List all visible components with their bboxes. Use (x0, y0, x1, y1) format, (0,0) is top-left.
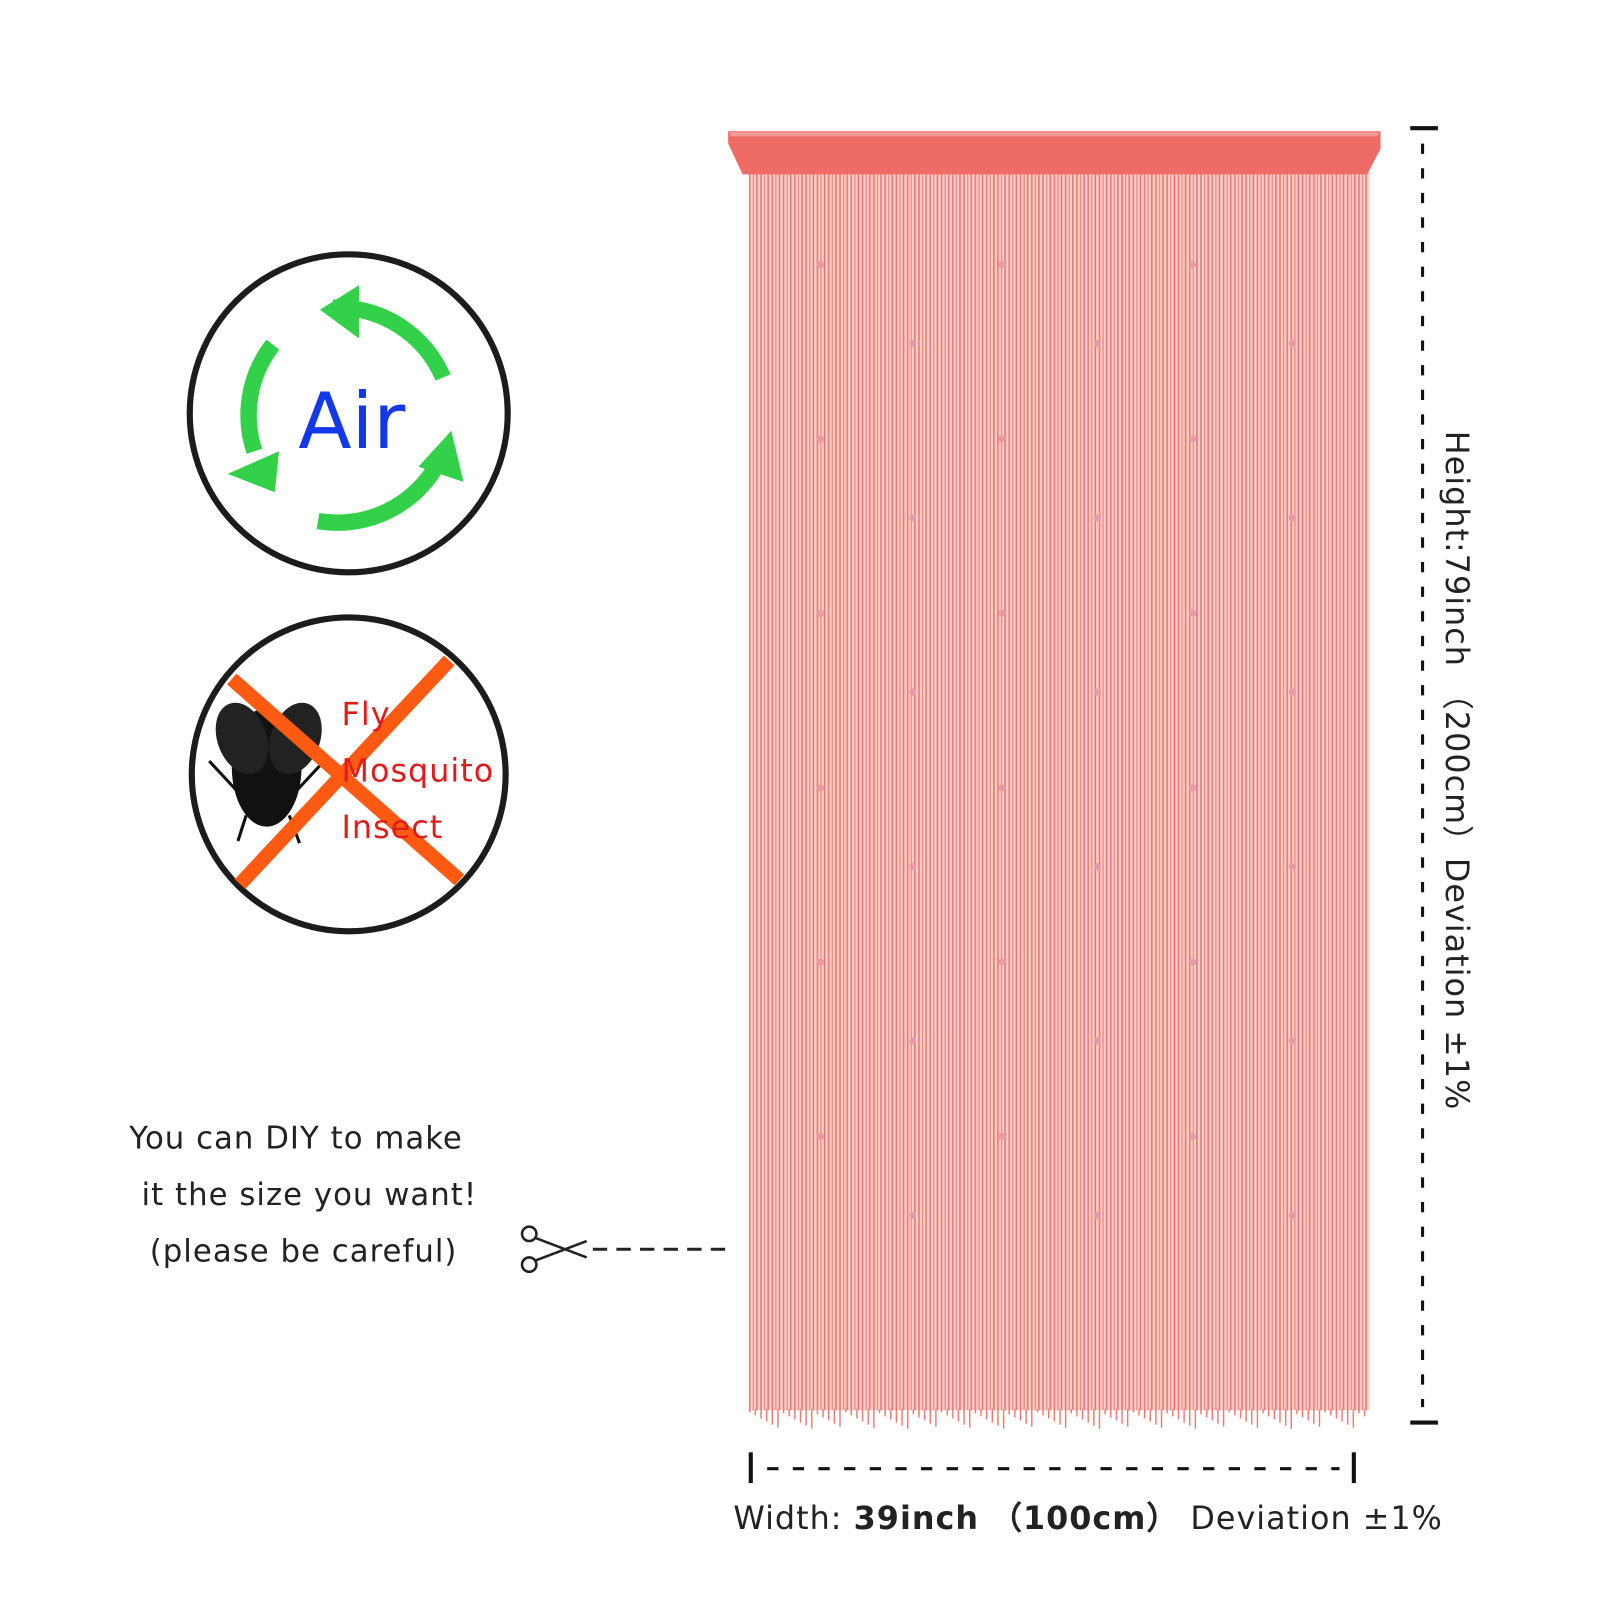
bead (816, 958, 825, 966)
bead (1288, 688, 1296, 696)
bead (1093, 863, 1102, 871)
pest-item: Mosquito (342, 753, 495, 790)
bead (1288, 340, 1296, 348)
bead (816, 435, 825, 443)
width-label: Width: 39inch （100cm） Deviation ±1% (733, 1500, 1443, 1537)
curtain-rod (728, 131, 1381, 175)
width-prefix: Width: (733, 1500, 842, 1537)
bead (1189, 958, 1197, 966)
bead (909, 514, 917, 522)
pest-item: Fly (342, 696, 391, 733)
arrow-arc (240, 339, 280, 454)
bead (816, 609, 825, 617)
bead (998, 435, 1006, 443)
bead (909, 1037, 917, 1045)
badge-circle (186, 251, 511, 576)
bead (1189, 784, 1197, 792)
bead (1288, 514, 1296, 522)
bead (1288, 863, 1296, 871)
height-label: Height:79inch （200cm）Deviation ±1% (1438, 431, 1475, 1111)
curtain (728, 131, 1381, 1429)
bead (1189, 609, 1197, 617)
air-label: Air (298, 377, 406, 467)
width-cm: （100cm） (990, 1500, 1179, 1537)
bead (909, 863, 917, 871)
bead (816, 784, 825, 792)
width-inch: 39inch (854, 1500, 979, 1537)
bead (998, 784, 1006, 792)
pest-item: Insect (342, 809, 444, 846)
bead (1288, 1037, 1296, 1045)
bead (1093, 340, 1102, 348)
bead (816, 1132, 825, 1140)
bead (998, 261, 1006, 269)
bead (909, 688, 917, 696)
air-badge: Air (186, 251, 511, 576)
bead (1189, 261, 1197, 269)
diy-note-line: You can DIY to make (128, 1121, 463, 1157)
bead (998, 609, 1006, 617)
cross-line (234, 655, 455, 890)
bead (1093, 1211, 1102, 1219)
arrow-head (418, 430, 464, 483)
arrow-head (227, 451, 279, 493)
bead (1189, 435, 1197, 443)
arrow-arc (316, 457, 447, 531)
diy-note-line: it the size you want! (142, 1177, 478, 1213)
bead (1093, 688, 1102, 696)
bead (998, 1132, 1006, 1140)
bead (909, 340, 917, 348)
pest-badge: Fly Mosquito Insect (188, 614, 509, 935)
arrow-head (320, 285, 359, 339)
bead (1093, 514, 1102, 522)
bead (1189, 1132, 1197, 1140)
bead (1093, 1037, 1102, 1045)
curtain-strings (748, 164, 1370, 1411)
bead (909, 1211, 917, 1219)
bead (1288, 1211, 1296, 1219)
scissors-icon (520, 1225, 588, 1274)
diy-note-line: (please be careful) (150, 1234, 458, 1270)
bead (816, 261, 825, 269)
width-deviation: Deviation ±1% (1190, 1500, 1443, 1537)
bead (998, 958, 1006, 966)
